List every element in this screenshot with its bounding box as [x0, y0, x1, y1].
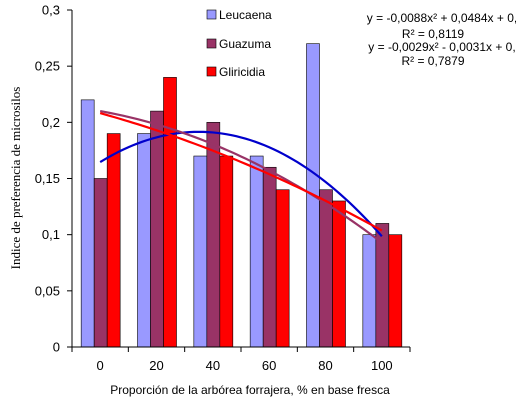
bar-leucaena-0: [80, 99, 95, 348]
y-tick-label: 0,15: [35, 171, 60, 186]
x-tick-label: 0: [97, 358, 104, 373]
bar-gliricidia-80: [332, 200, 346, 348]
bar-guazuma-20: [150, 110, 164, 348]
y-tick-label: 0,2: [42, 115, 60, 130]
y-tick-label: 0,25: [35, 59, 60, 74]
legend-label-guazuma: Guazuma: [219, 37, 271, 51]
leucaena-equation: y = -0,0088x² + 0,0484x + 0,125: [367, 11, 516, 25]
legend-label-gliricidia: Gliricidia: [219, 65, 265, 79]
bars-layer: [80, 43, 403, 348]
legend-label-leucaena: Leucaena: [219, 8, 272, 22]
bar-gliricidia-40: [219, 155, 234, 348]
x-axis-title: Proporción de la arbórea forrajera, % en…: [110, 383, 390, 397]
bar-gliricidia-100: [388, 234, 403, 348]
y-tick-label: 0,3: [42, 3, 60, 18]
x-tick-label: 100: [371, 358, 393, 373]
trendlines-layer: [99, 110, 383, 244]
bar-guazuma-80: [319, 189, 333, 348]
legend-swatch-gliricidia: [206, 66, 217, 77]
y-tick-label: 0,1: [42, 227, 60, 242]
trendline-guazuma: [99, 110, 383, 244]
bar-guazuma-100: [375, 223, 390, 348]
x-tick-label: 60: [262, 358, 276, 373]
bar-leucaena-20: [137, 133, 151, 348]
bar-guazuma-60: [262, 166, 277, 348]
legend-swatch-guazuma: [206, 38, 217, 49]
bar-guazuma-40: [206, 122, 221, 348]
trendline-gliricidia: [99, 112, 383, 232]
x-ticks: 0 20 40 60 80 100: [71, 347, 411, 373]
bar-gliricidia-60: [275, 189, 290, 348]
guazuma-r2: R² = 0,7879: [401, 54, 464, 68]
bar-leucaena-100: [362, 234, 377, 348]
y-ticks: 0 0,05 0,1 0,15 0,2 0,25 0,3: [35, 3, 72, 355]
axes-layer: [71, 10, 410, 348]
bar-leucaena-40: [193, 155, 208, 348]
trendline-leucaena: [99, 130, 383, 237]
legend-swatch-leucaena: [206, 9, 217, 20]
bar-gliricidia-0: [106, 133, 121, 348]
bar-leucaena-60: [249, 155, 264, 348]
bar-gliricidia-20: [163, 77, 177, 348]
y-axis-title: Indice de preferencia de microsilos: [8, 87, 23, 270]
leucaena-r2: R² = 0,8119: [402, 27, 464, 41]
y-tick-label: 0: [53, 340, 60, 355]
x-tick-label: 20: [149, 358, 163, 373]
bar-guazuma-0: [93, 178, 108, 348]
legend: Leucaena Guazuma Gliricidia: [206, 8, 272, 79]
x-tick-label: 40: [206, 358, 220, 373]
y-tick-label: 0,05: [35, 283, 60, 298]
guazuma-equation: y = -0,0029x² - 0,0031x + 0,216: [368, 40, 516, 54]
x-tick-label: 80: [318, 358, 332, 373]
